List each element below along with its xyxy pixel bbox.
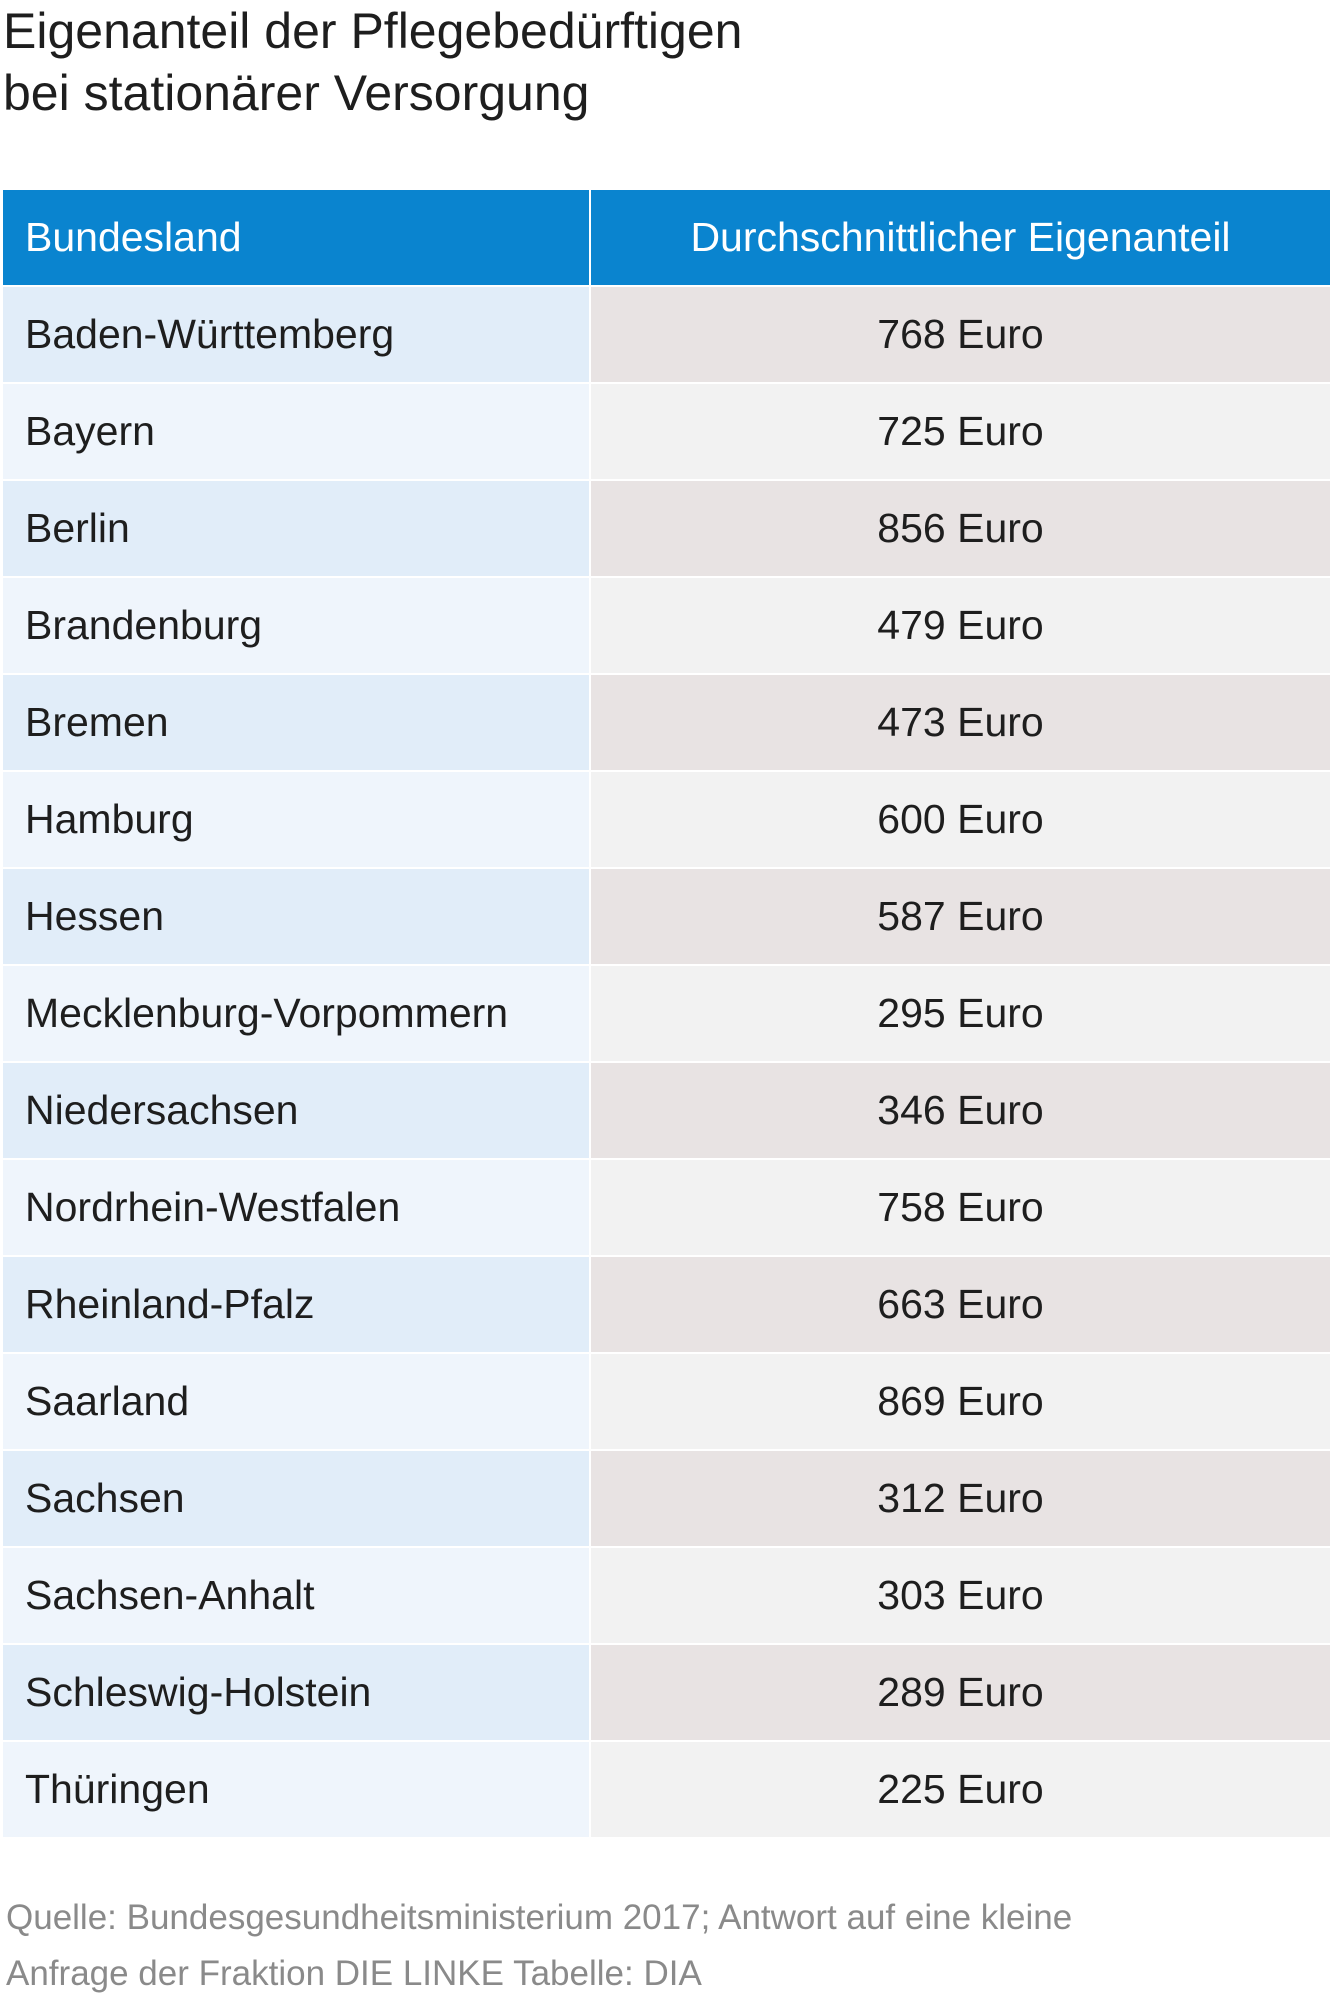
title-line-1: Eigenanteil der Pflegebedürftigen [3,3,743,59]
cell-eigenanteil: 473 Euro [591,673,1330,770]
table-row: Niedersachsen 346 Euro [3,1061,1330,1158]
table-body: Baden-Württemberg 768 Euro Bayern 725 Euro B… [3,285,1330,1837]
cell-eigenanteil: 225 Euro [591,1740,1330,1837]
cell-bundesland: Niedersachsen [3,1061,591,1158]
table-row: Mecklenburg-Vorpommern 295 Euro [3,964,1330,1061]
cell-bundesland: Hamburg [3,770,591,867]
cell-eigenanteil: 663 Euro [591,1255,1330,1352]
cell-bundesland: Rheinland-Pfalz [3,1255,591,1352]
table-row: Rheinland-Pfalz 663 Euro [3,1255,1330,1352]
cell-eigenanteil: 479 Euro [591,576,1330,673]
cell-bundesland: Brandenburg [3,576,591,673]
table-row: Schleswig-Holstein 289 Euro [3,1643,1330,1740]
cell-eigenanteil: 725 Euro [591,382,1330,479]
cell-eigenanteil: 312 Euro [591,1449,1330,1546]
table-row: Brandenburg 479 Euro [3,576,1330,673]
cell-eigenanteil: 303 Euro [591,1546,1330,1643]
table-row: Saarland 869 Euro [3,1352,1330,1449]
column-header-eigenanteil: Durchschnittlicher Eigenanteil [591,190,1330,285]
table-row: Baden-Württemberg 768 Euro [3,285,1330,382]
table-row: Nordrhein-Westfalen 758 Euro [3,1158,1330,1255]
table-row: Sachsen 312 Euro [3,1449,1330,1546]
cell-eigenanteil: 869 Euro [591,1352,1330,1449]
table-row: Bayern 725 Euro [3,382,1330,479]
table-row: Hessen 587 Euro [3,867,1330,964]
cell-bundesland: Baden-Württemberg [3,285,591,382]
cell-bundesland: Sachsen [3,1449,591,1546]
cell-bundesland: Sachsen-Anhalt [3,1546,591,1643]
cell-eigenanteil: 346 Euro [591,1061,1330,1158]
table-row: Thüringen 225 Euro [3,1740,1330,1837]
cell-eigenanteil: 856 Euro [591,479,1330,576]
cell-bundesland: Berlin [3,479,591,576]
source-line-2: Anfrage der Fraktion DIE LINKE Tabelle: … [6,1954,702,1993]
cell-eigenanteil: 600 Euro [591,770,1330,867]
cell-bundesland: Thüringen [3,1740,591,1837]
cell-bundesland: Nordrhein-Westfalen [3,1158,591,1255]
cell-bundesland: Hessen [3,867,591,964]
cell-bundesland: Bremen [3,673,591,770]
cell-bundesland: Bayern [3,382,591,479]
table-row: Berlin 856 Euro [3,479,1330,576]
cell-eigenanteil: 758 Euro [591,1158,1330,1255]
cell-bundesland: Mecklenburg-Vorpommern [3,964,591,1061]
source-note: Quelle: Bundesgesundheitsministerium 201… [6,1890,1306,2002]
data-table: Bundesland Durchschnittlicher Eigenantei… [3,190,1330,1837]
cell-eigenanteil: 289 Euro [591,1643,1330,1740]
table-row: Hamburg 600 Euro [3,770,1330,867]
source-line-1: Quelle: Bundesgesundheitsministerium 201… [6,1898,1073,1937]
cell-eigenanteil: 587 Euro [591,867,1330,964]
table-header-row: Bundesland Durchschnittlicher Eigenantei… [3,190,1330,285]
table-row: Bremen 473 Euro [3,673,1330,770]
cell-eigenanteil: 295 Euro [591,964,1330,1061]
table-row: Sachsen-Anhalt 303 Euro [3,1546,1330,1643]
cell-bundesland: Schleswig-Holstein [3,1643,591,1740]
column-header-bundesland: Bundesland [3,190,591,285]
cell-bundesland: Saarland [3,1352,591,1449]
cell-eigenanteil: 768 Euro [591,285,1330,382]
chart-title: Eigenanteil der Pflegebedürftigen bei st… [3,0,1303,124]
title-line-2: bei stationärer Versorgung [3,65,590,121]
